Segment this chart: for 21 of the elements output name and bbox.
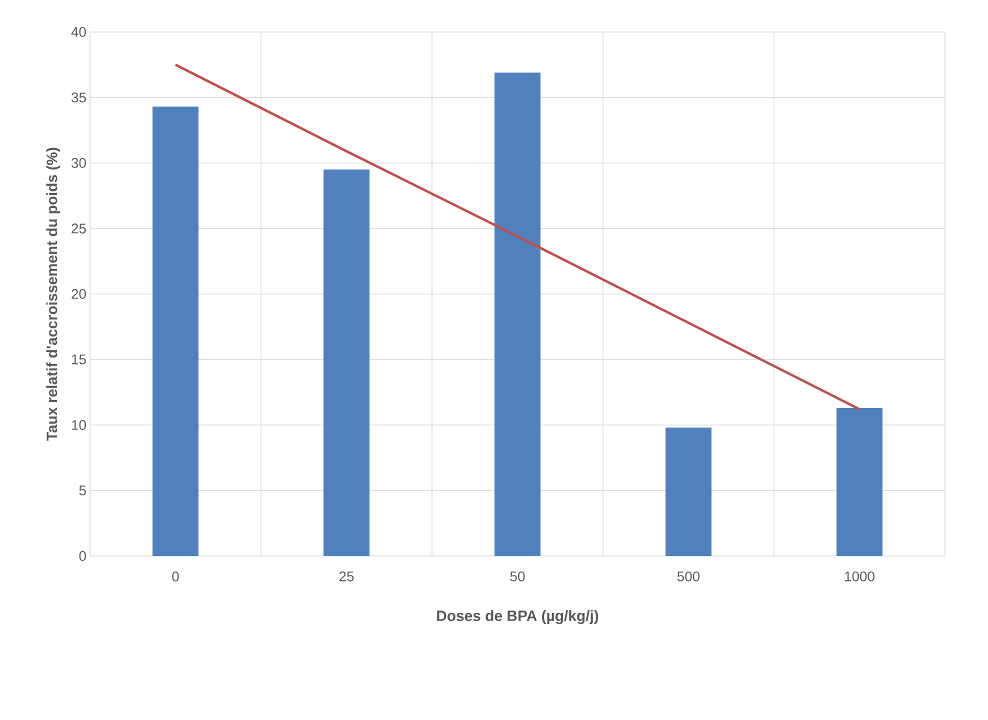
bar — [836, 408, 883, 556]
bar — [152, 106, 198, 556]
y-tick-label: 0 — [79, 551, 86, 561]
y-tick-label: 15 — [72, 354, 86, 364]
y-tick-label: 25 — [72, 224, 86, 234]
x-tick-label: 25 — [339, 571, 354, 582]
y-axis-title: Taux relatif d'accroissement du poids (%) — [46, 148, 60, 441]
y-tick-label: 20 — [72, 289, 86, 299]
x-tick-label: 50 — [510, 571, 525, 582]
bar — [494, 72, 541, 556]
x-tick-label: 1000 — [845, 571, 874, 582]
y-tick-label: 5 — [79, 486, 86, 496]
x-tick-label: 500 — [677, 571, 700, 582]
y-tick-label: 10 — [72, 420, 86, 430]
bar — [324, 170, 370, 556]
x-tick-label: 0 — [172, 571, 179, 582]
y-tick-label: 30 — [71, 158, 86, 168]
bar — [666, 428, 712, 556]
y-tick-label: 40 — [71, 27, 86, 37]
x-axis-title: Doses de BPA (µg/kg/j) — [437, 610, 598, 624]
y-tick-label: 35 — [71, 92, 86, 102]
